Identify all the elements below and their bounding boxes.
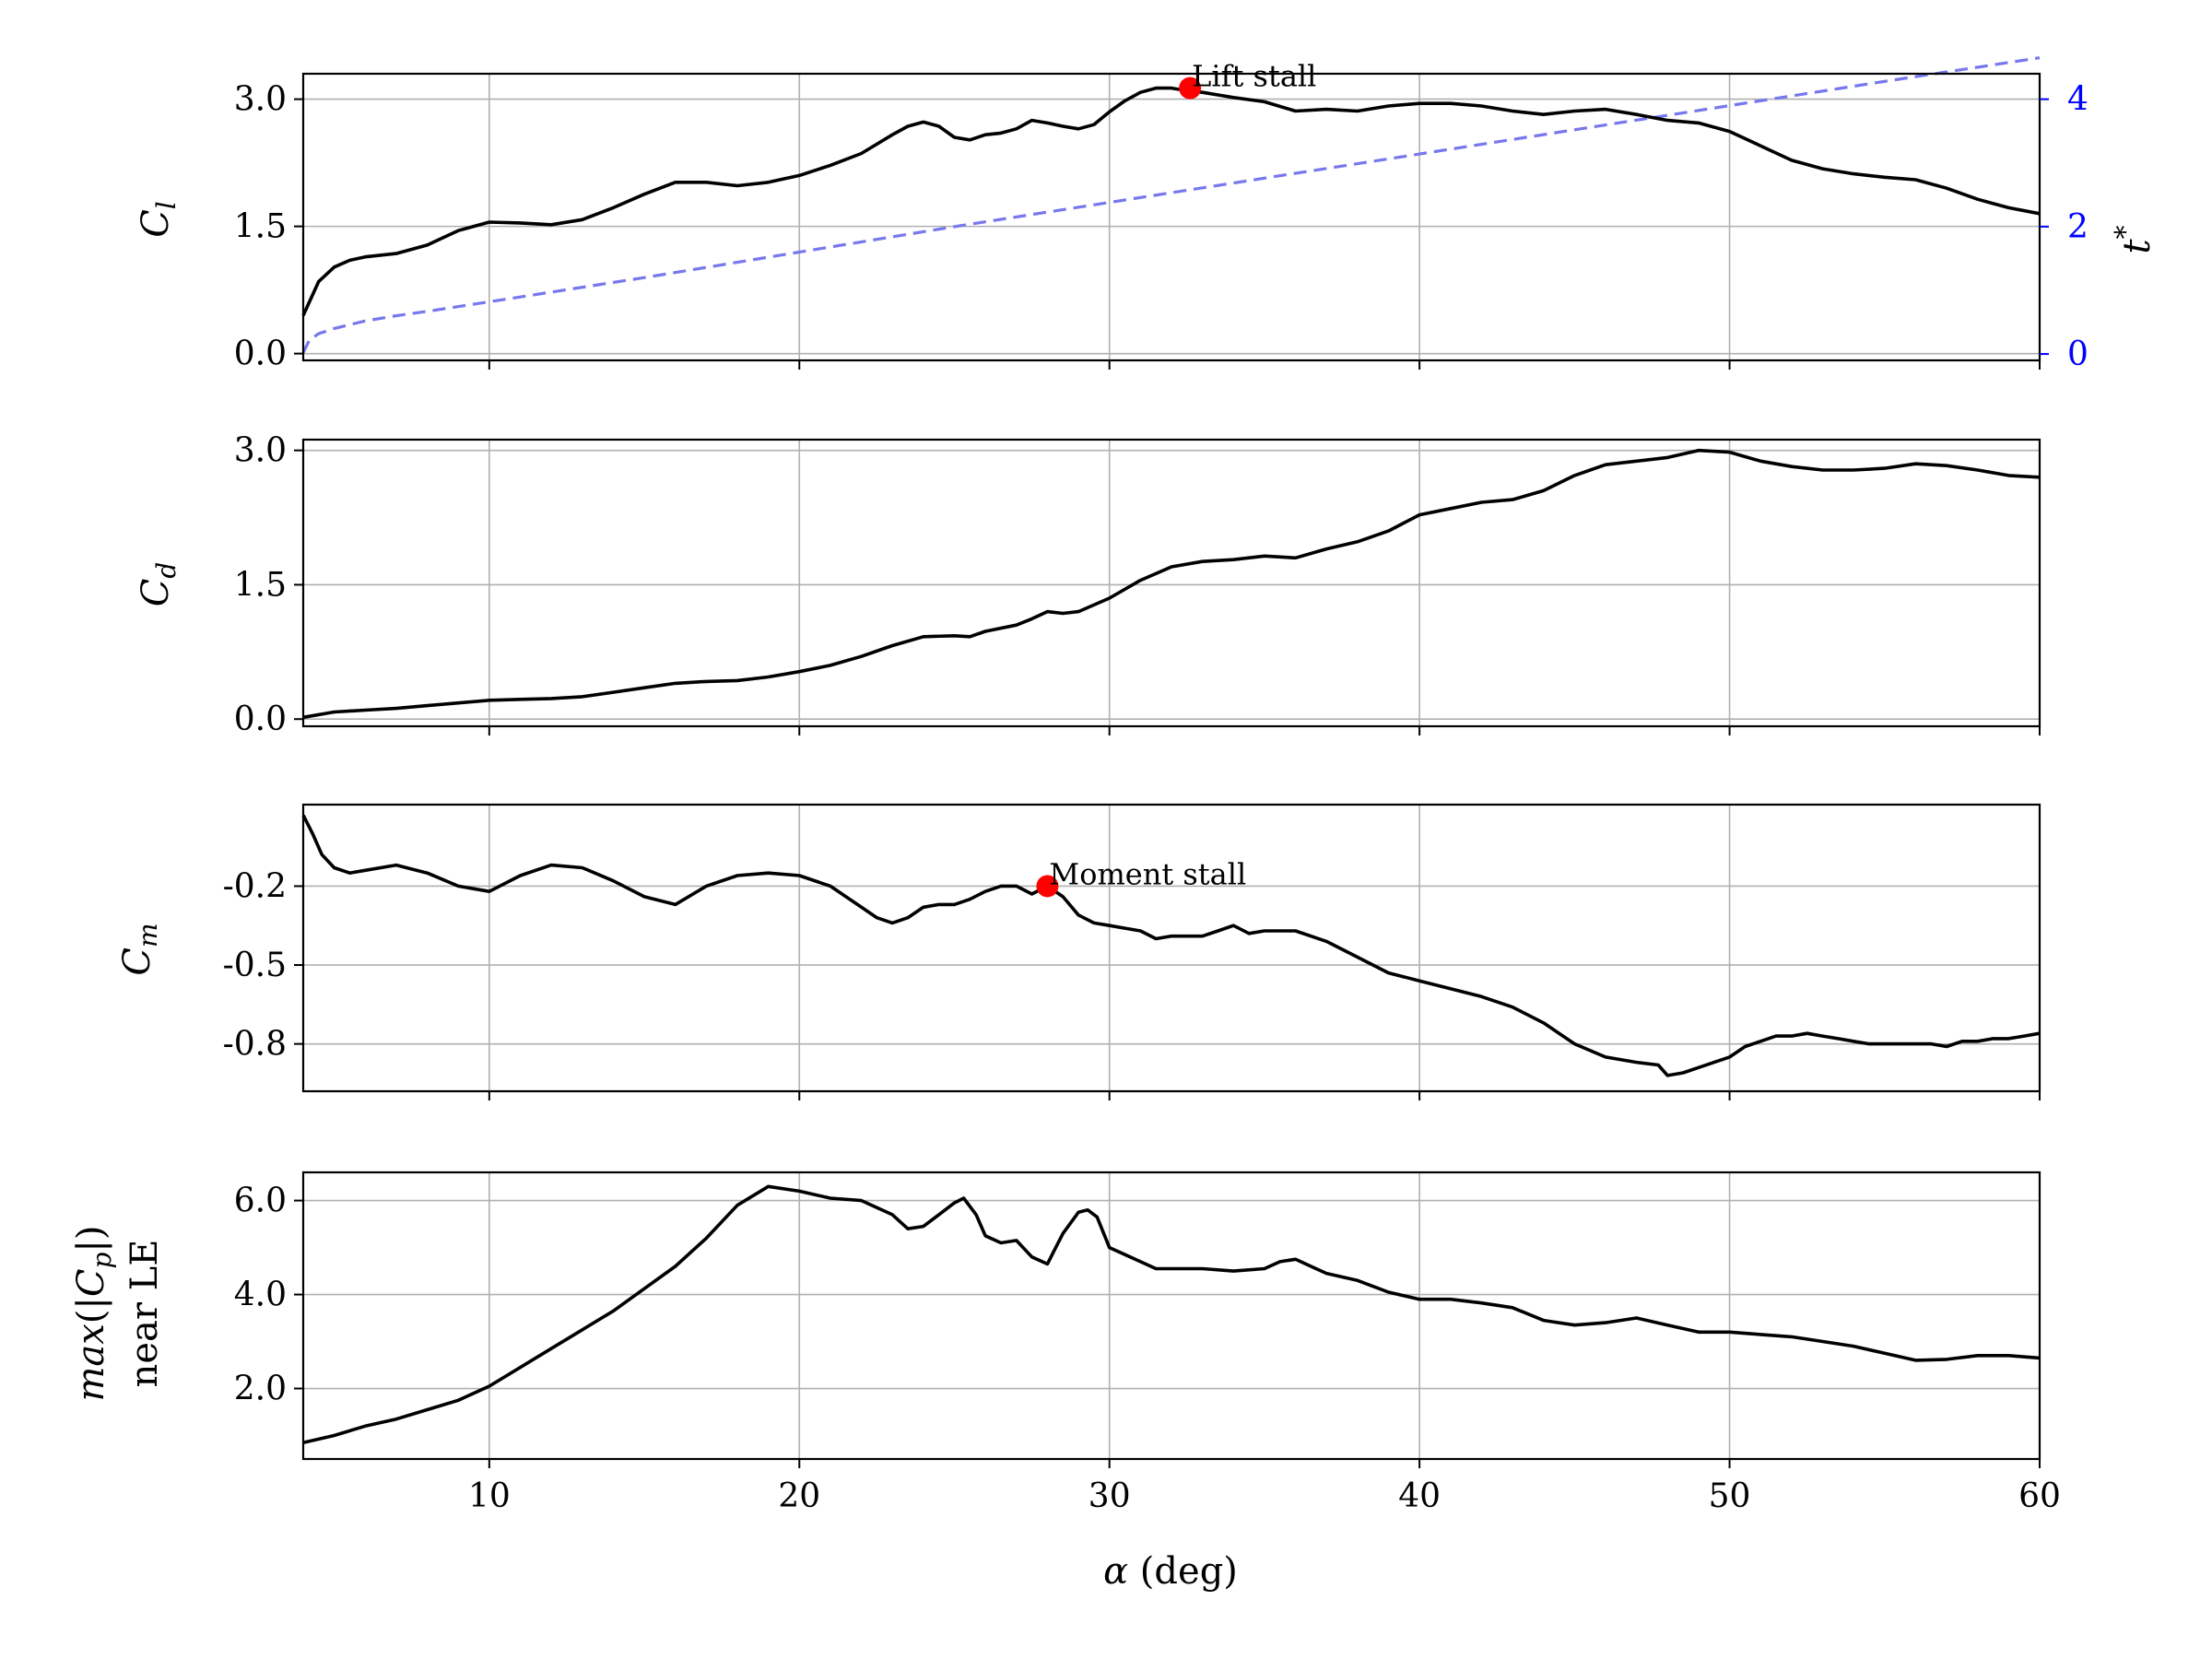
y-tick-label: -0.2 [223, 867, 287, 905]
y-tick-label: 1.5 [234, 566, 287, 604]
y2-tick-label: 4 [2067, 81, 2088, 119]
y-axis-label-cp-line1: max(|Cp|) [70, 1225, 117, 1401]
y-tick-label: 3.0 [234, 81, 287, 119]
x-tick-label: 40 [1398, 1477, 1441, 1515]
y-axis-label-cm: Cm [116, 923, 163, 975]
panel-max-pressure-coefficient: 10 20 30 40 50 60 2.0 4.0 6.0 max(|Cp|) near LE… [70, 1171, 2061, 1593]
y-axis-label-cl: Cl [135, 201, 182, 238]
x-tick-label: 30 [1088, 1477, 1131, 1515]
stall-marker-cl [1179, 76, 1202, 100]
series-line-cl [301, 86, 2041, 316]
series-line-cp [302, 1184, 2041, 1444]
stall-annotation-cm: Moment stall [1049, 856, 1246, 891]
series-line-t-star [301, 56, 2041, 354]
series-line-cd [302, 448, 2041, 720]
x-axis-label: α (deg) [1103, 1550, 1238, 1593]
stall-marker-cm [1036, 875, 1059, 898]
axes-frame-cm [301, 803, 2041, 1093]
y2-tick-label: 2 [2067, 208, 2088, 246]
y-tick-label: 1.5 [234, 208, 287, 246]
panel-moment-coefficient: Moment stall -0.2 -0.5 -0.8 Cm [116, 803, 2041, 1100]
y-tick-label: 4.0 [234, 1277, 287, 1314]
x-tick-label: 20 [778, 1477, 820, 1515]
series-line-cm [301, 814, 2041, 1077]
y-tick-label: 0.0 [234, 700, 287, 738]
y-tick-label: 6.0 [234, 1182, 287, 1220]
x-tick-label: 50 [1709, 1477, 1751, 1515]
axes-frame-cp [301, 1171, 2041, 1461]
stall-annotation-cl: Lift stall [1192, 59, 1316, 94]
y-tick-label: -0.8 [223, 1026, 287, 1064]
y-tick-label: 3.0 [234, 432, 287, 470]
x-tick-label: 10 [468, 1477, 511, 1515]
x-tick-label: 60 [2018, 1477, 2061, 1515]
y-axis-label-cp-line2: near LE [124, 1240, 166, 1388]
y-tick-label: 0.0 [234, 335, 287, 373]
y2-tick-label: 0 [2067, 335, 2088, 373]
axes-frame-cd [301, 438, 2041, 728]
panel-lift-coefficient: Lift stall 0.0 1.5 3.0 0 2 4 Cl t* [135, 56, 2159, 373]
panel-drag-coefficient: 0.0 1.5 3.0 Cd [135, 432, 2041, 738]
y-tick-label: 2.0 [234, 1371, 287, 1408]
axes-frame-cl [301, 72, 2041, 362]
y2-axis-label-t-star: t* [2110, 225, 2159, 253]
y-axis-label-cd: Cd [135, 562, 182, 607]
y-tick-label: -0.5 [223, 947, 287, 984]
